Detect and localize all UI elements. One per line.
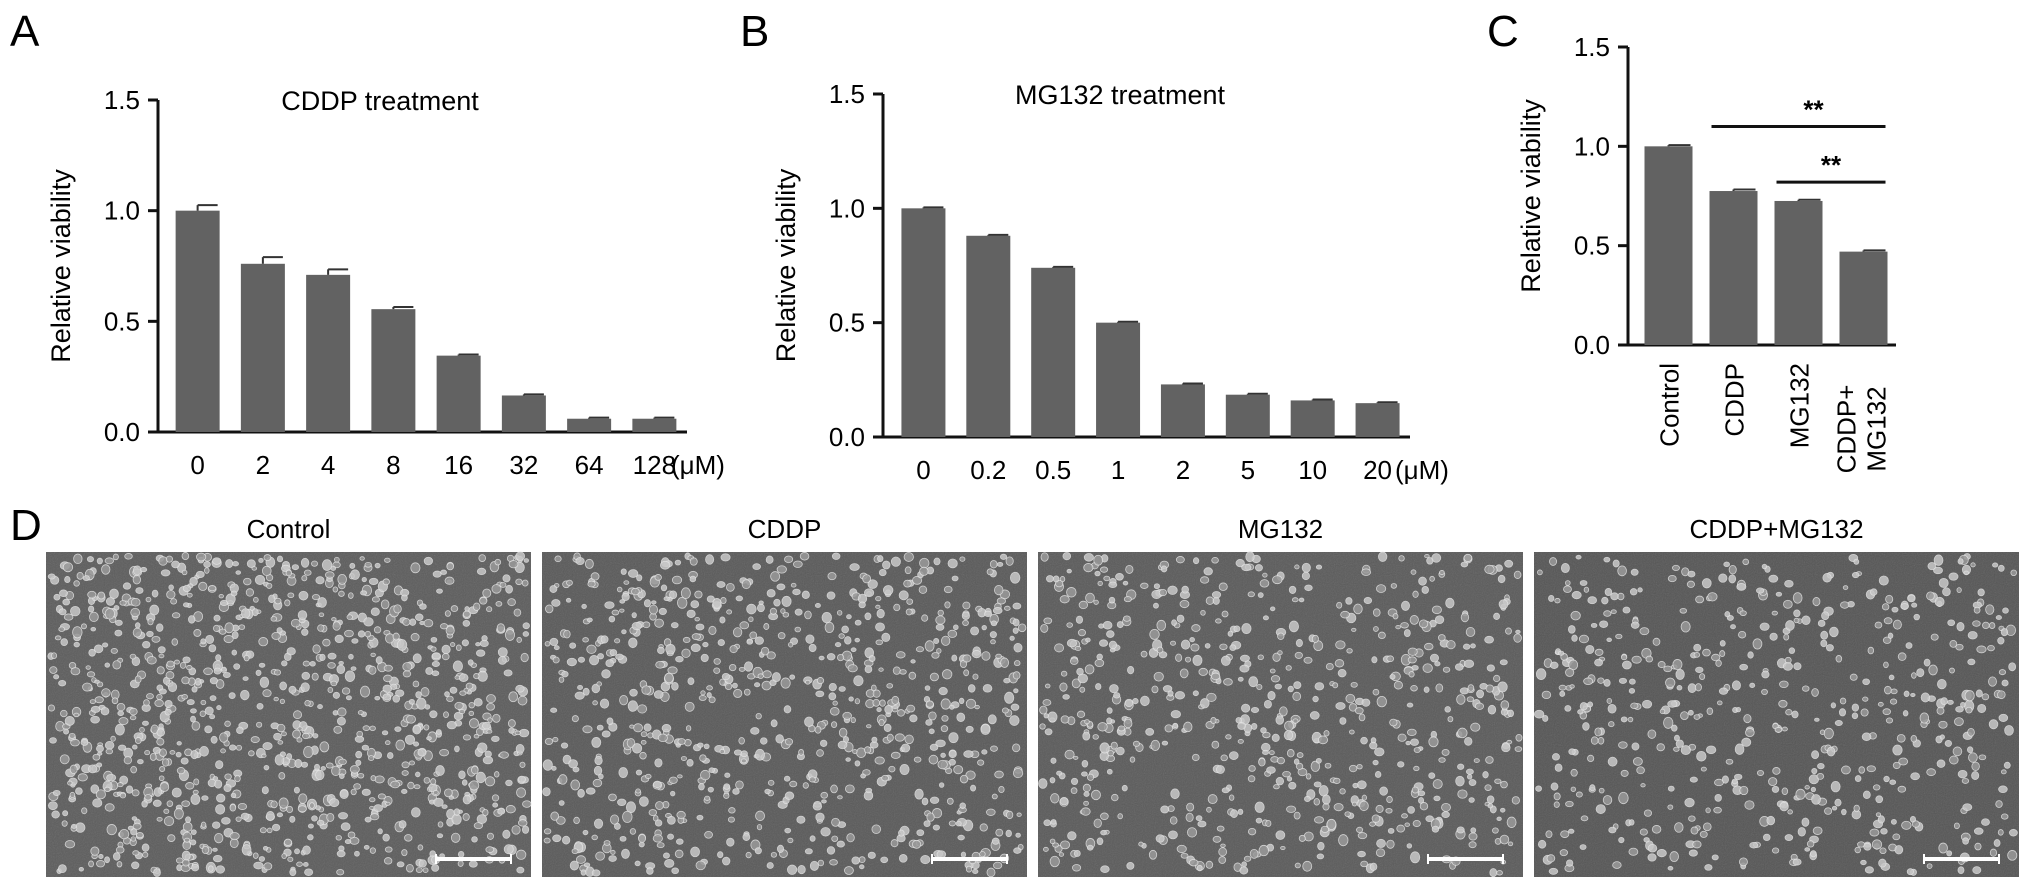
micrograph-label: CDDP+MG132 bbox=[1689, 514, 1863, 544]
y-tick-label: 0.0 bbox=[829, 422, 865, 452]
micrograph-image bbox=[46, 551, 532, 877]
bar bbox=[632, 418, 677, 432]
x-tick-label: 20 bbox=[1363, 455, 1392, 485]
x-tick-label: 2 bbox=[256, 450, 270, 480]
x-tick-label: 64 bbox=[575, 450, 604, 480]
micrograph-image bbox=[542, 552, 1027, 878]
x-tick-label: CDDP+MG132 bbox=[1832, 385, 1892, 474]
x-tick-label: 0.2 bbox=[970, 455, 1006, 485]
x-tick-label: 10 bbox=[1298, 455, 1327, 485]
bar bbox=[1709, 191, 1758, 345]
bar bbox=[371, 309, 416, 432]
bar bbox=[966, 235, 1011, 437]
chart-b-mg132-treatment: 0.0 0.5 1.0 1.5 Relative viability 0 0.2 0.5 1 2 5… bbox=[771, 79, 1449, 485]
x-tick-label: Control bbox=[1655, 363, 1685, 447]
y-tick-label: 0.5 bbox=[104, 306, 140, 336]
micrograph-label: CDDP bbox=[748, 514, 822, 544]
micrograph-row: Control CDDP MG132 CDDP+MG132 bbox=[46, 514, 2019, 878]
panel-label-a: A bbox=[10, 7, 40, 56]
panel-label-b: B bbox=[740, 7, 769, 56]
y-tick-label: 0.5 bbox=[1574, 231, 1610, 261]
bar bbox=[1644, 146, 1693, 345]
chart-title: MG132 treatment bbox=[1015, 80, 1226, 110]
bar bbox=[1031, 267, 1076, 437]
bar bbox=[567, 418, 612, 432]
x-tick-label: 0.5 bbox=[1035, 455, 1071, 485]
chart-title: CDDP treatment bbox=[281, 86, 479, 116]
y-axis-label: Relative viability bbox=[771, 168, 801, 362]
micrograph-image bbox=[1038, 551, 1523, 878]
bar bbox=[1225, 394, 1270, 437]
y-tick-label: 1.0 bbox=[829, 193, 865, 223]
bar bbox=[1096, 322, 1141, 437]
x-tick-label: 32 bbox=[509, 450, 538, 480]
bar bbox=[901, 208, 946, 437]
x-unit-label: (μM) bbox=[671, 450, 725, 480]
bar bbox=[1774, 200, 1823, 345]
y-tick-label: 1.5 bbox=[104, 85, 140, 115]
y-tick-label: 0.0 bbox=[104, 417, 140, 447]
y-tick-label: 0.5 bbox=[829, 308, 865, 338]
bar bbox=[436, 355, 481, 432]
y-axis-label: Relative viability bbox=[46, 169, 76, 363]
y-tick-label: 1.5 bbox=[1574, 32, 1610, 62]
x-tick-label: 0 bbox=[916, 455, 930, 485]
x-tick-label: 5 bbox=[1241, 455, 1255, 485]
x-tick-label: 4 bbox=[321, 450, 335, 480]
x-tick-label: 128 bbox=[633, 450, 676, 480]
x-tick-label: 16 bbox=[444, 450, 473, 480]
x-tick-label: 1 bbox=[1111, 455, 1125, 485]
significance-label: ** bbox=[1821, 150, 1842, 180]
panel-label-d: D bbox=[10, 501, 42, 550]
x-tick-label: 0 bbox=[190, 450, 204, 480]
y-tick-label: 0.0 bbox=[1574, 330, 1610, 360]
x-tick-label: 8 bbox=[386, 450, 400, 480]
chart-a-cddp-treatment: 0.0 0.5 1.0 1.5 Relative viability 0 2 4 8 16 32 64… bbox=[46, 85, 725, 480]
y-tick-label: 1.0 bbox=[1574, 131, 1610, 161]
y-tick-label: 1.0 bbox=[104, 196, 140, 226]
bar bbox=[1160, 384, 1205, 437]
bar bbox=[1839, 251, 1888, 345]
bar bbox=[1290, 400, 1335, 437]
micrograph-image bbox=[1533, 552, 2019, 877]
x-tick-label: MG132 bbox=[1785, 363, 1815, 448]
bar bbox=[1355, 403, 1400, 437]
bar bbox=[175, 210, 220, 432]
y-tick-label: 1.5 bbox=[829, 79, 865, 109]
significance-label: ** bbox=[1803, 94, 1824, 124]
bar bbox=[501, 395, 546, 432]
x-unit-label: (μM) bbox=[1395, 455, 1449, 485]
y-axis-label: Relative viability bbox=[1516, 99, 1546, 293]
micrograph-label: Control bbox=[247, 514, 331, 544]
chart-c-combination: 0.0 0.5 1.0 1.5 Relative viability Control CDD… bbox=[1516, 32, 1896, 473]
x-tick-label: CDDP bbox=[1720, 363, 1750, 437]
bar bbox=[240, 263, 285, 432]
panel-label-c: C bbox=[1487, 7, 1519, 56]
micrograph-label: MG132 bbox=[1238, 514, 1323, 544]
x-tick-label: 2 bbox=[1176, 455, 1190, 485]
bar bbox=[306, 274, 351, 432]
